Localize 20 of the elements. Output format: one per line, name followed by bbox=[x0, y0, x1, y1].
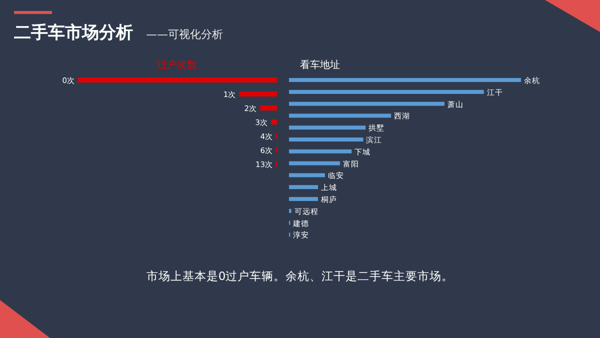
bar bbox=[239, 92, 277, 96]
bar bbox=[289, 161, 340, 166]
bar bbox=[289, 126, 366, 130]
text: 市场上基本是0过户车辆。余杭、江干是二手车主要市场。 bbox=[146, 269, 454, 283]
bar bbox=[289, 185, 318, 190]
bar bbox=[271, 120, 277, 124]
bar bbox=[289, 90, 484, 94]
bar bbox=[289, 78, 521, 82]
chart-title: 过户次数 bbox=[157, 59, 197, 71]
bar bbox=[289, 197, 318, 201]
bar bbox=[260, 106, 277, 110]
bar bbox=[289, 114, 392, 118]
bar bbox=[289, 102, 444, 106]
bar bbox=[289, 138, 364, 142]
bar bbox=[78, 78, 277, 82]
text: 二手车市场分析 bbox=[14, 23, 133, 43]
text: ——可视化分析 bbox=[146, 28, 223, 41]
bar bbox=[289, 173, 325, 178]
chart-title: 看车地址 bbox=[300, 59, 340, 71]
bar bbox=[289, 149, 352, 154]
